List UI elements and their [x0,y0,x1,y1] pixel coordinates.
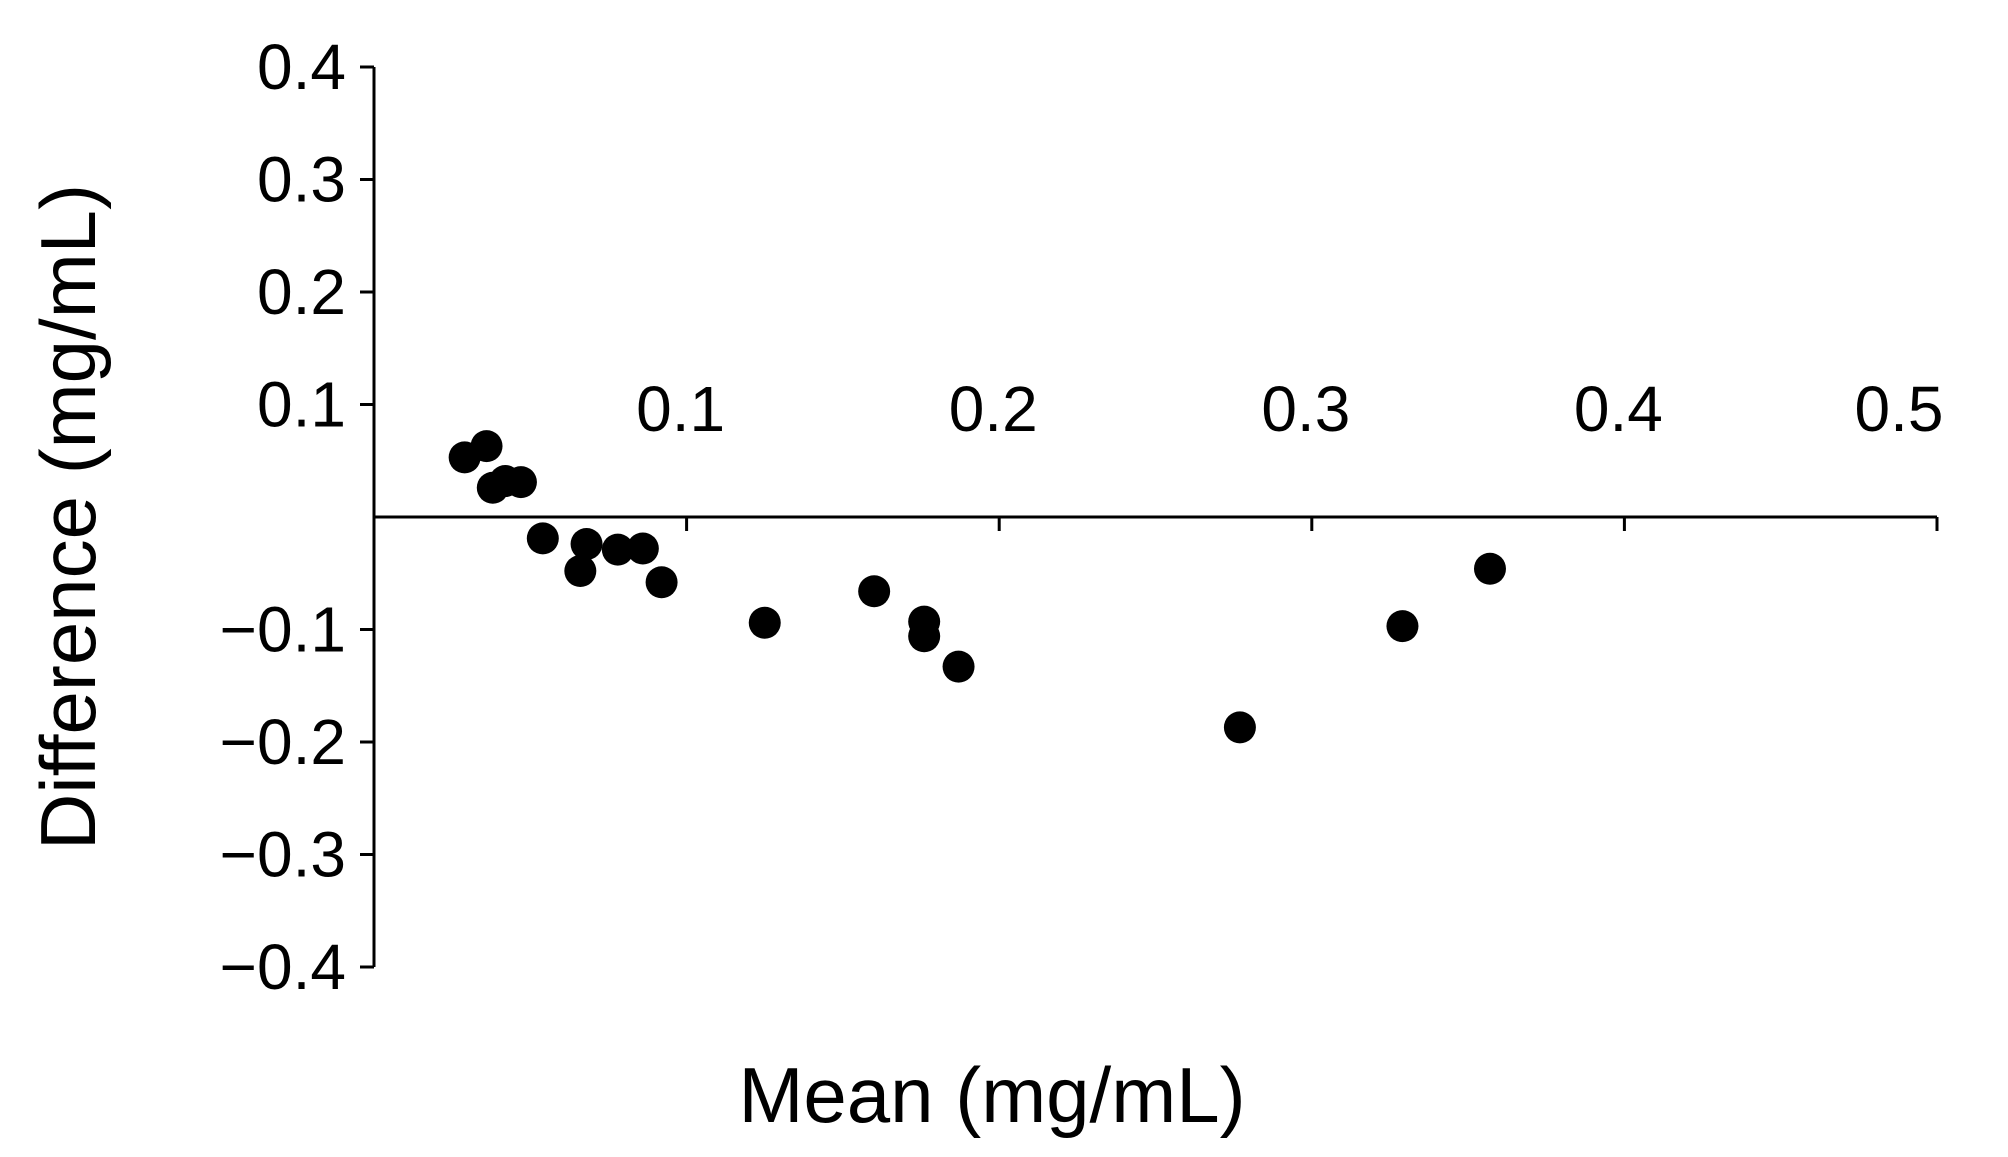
data-point [526,522,559,555]
y-tick-label: 0.1 [257,369,346,441]
y-tick-label: −0.1 [220,594,346,666]
y-axis-ticks: 0.4 0.3 0.2 0.1 −0.1 −0.2 −0.3 −0.4 [220,31,374,1003]
data-points [448,430,1506,744]
data-point [626,532,659,565]
x-tick-label: 0.5 [1855,373,1944,445]
y-tick-label: −0.4 [220,931,346,1003]
y-tick-label: 0.3 [257,144,346,216]
x-axis-ticks: 0.1 0.2 0.3 0.4 0.5 [636,373,1943,531]
data-point [504,466,537,499]
data-point [1223,711,1256,744]
data-point [908,620,941,653]
data-point [564,555,597,587]
y-tick-label: 0.4 [257,31,346,103]
data-point [1473,552,1506,585]
x-tick-label: 0.4 [1574,373,1663,445]
data-point [601,533,634,566]
data-point [570,528,603,560]
y-tick-label: −0.2 [220,706,346,778]
data-point [470,430,503,463]
x-tick-label: 0.3 [1261,373,1350,445]
y-axis-title: Difference (mg/mL) [24,184,112,850]
x-tick-label: 0.2 [949,373,1038,445]
data-point [858,575,891,608]
data-point [645,566,678,599]
data-point [1386,610,1419,643]
x-tick-label: 0.1 [636,373,725,445]
y-tick-label: 0.2 [257,256,346,328]
y-tick-label: −0.3 [220,819,346,891]
data-point [942,650,975,683]
x-axis-title: Mean (mg/mL) [738,1051,1245,1139]
data-point [748,606,781,639]
